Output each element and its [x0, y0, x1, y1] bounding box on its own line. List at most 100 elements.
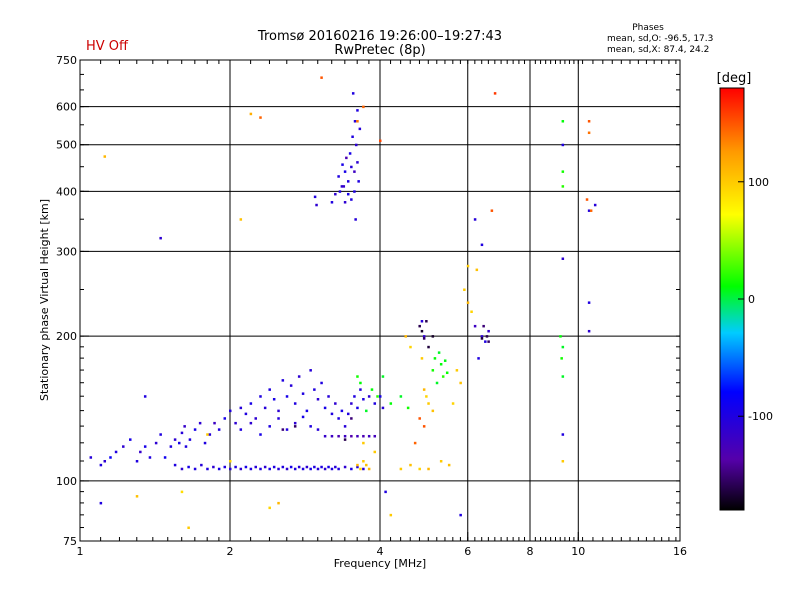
data-point — [389, 513, 393, 517]
data-point — [487, 329, 490, 333]
data-point — [425, 395, 428, 398]
data-point — [320, 381, 323, 385]
data-point — [268, 467, 271, 471]
data-point — [109, 456, 112, 459]
data-point — [297, 465, 301, 469]
data-point — [561, 433, 565, 436]
data-point — [437, 351, 441, 354]
data-point — [350, 467, 353, 471]
data-point — [315, 203, 318, 207]
data-point — [268, 506, 271, 510]
data-point — [487, 340, 490, 343]
data-point — [180, 467, 184, 471]
data-point — [301, 415, 305, 419]
data-point — [281, 428, 285, 431]
chart-title: Tromsø 20160216 19:26:00–19:27:43 — [257, 29, 502, 44]
data-point — [353, 120, 357, 123]
colorbar-tick-label: -100 — [748, 410, 773, 423]
data-point — [223, 465, 227, 469]
data-point — [239, 406, 243, 410]
data-point — [431, 369, 435, 372]
data-point — [139, 450, 142, 454]
data-point — [313, 465, 316, 469]
data-point — [263, 406, 267, 410]
data-point — [433, 357, 437, 360]
data-point — [587, 120, 591, 123]
data-point — [441, 375, 445, 378]
data-point — [234, 465, 237, 469]
data-point — [480, 243, 484, 247]
data-point — [343, 425, 347, 428]
data-point — [473, 324, 477, 328]
data-point — [425, 320, 428, 323]
data-point — [422, 335, 426, 338]
data-point — [459, 381, 462, 385]
data-point — [249, 467, 253, 471]
x-tick-label: 6 — [464, 545, 471, 558]
data-point — [356, 465, 359, 469]
data-point — [470, 310, 473, 314]
data-point — [297, 375, 301, 378]
data-point — [399, 395, 403, 398]
data-point — [490, 209, 494, 212]
data-point — [343, 434, 347, 438]
colorbar-tick-label: 100 — [748, 176, 769, 189]
data-point — [334, 465, 337, 469]
data-point — [422, 337, 426, 340]
data-point — [358, 127, 362, 131]
data-point — [561, 459, 565, 463]
data-point — [435, 381, 439, 385]
data-point — [356, 109, 359, 112]
data-point — [353, 395, 356, 398]
data-point — [263, 465, 267, 469]
data-point — [365, 409, 368, 413]
data-point — [493, 92, 497, 95]
data-point — [327, 465, 330, 469]
data-point — [431, 409, 435, 413]
y-tick-label: 400 — [56, 185, 77, 198]
data-point — [193, 467, 197, 471]
data-point — [293, 421, 297, 425]
x-tick-label: 10 — [571, 545, 585, 558]
data-point — [359, 381, 362, 385]
data-point — [309, 467, 312, 471]
data-point — [362, 434, 365, 438]
data-point — [560, 357, 563, 360]
data-point — [477, 357, 480, 360]
data-point — [330, 412, 334, 416]
data-point — [585, 198, 589, 201]
data-point — [277, 417, 280, 420]
data-points — [89, 76, 597, 530]
data-point — [305, 409, 309, 413]
data-point — [587, 209, 591, 212]
data-point — [259, 395, 262, 398]
data-point — [320, 76, 323, 79]
data-point — [418, 417, 421, 420]
data-point — [420, 329, 424, 333]
data-point — [249, 421, 253, 425]
data-point — [103, 155, 107, 158]
data-point — [114, 450, 118, 454]
data-point — [330, 201, 334, 204]
data-point — [362, 105, 365, 109]
data-point — [173, 463, 177, 467]
data-point — [561, 143, 565, 147]
axis-ticks: 1 2 4 6 8 10 16 75 100 200 300 400 500 600 750 — [56, 54, 687, 558]
data-point — [365, 463, 368, 467]
data-point — [373, 434, 377, 438]
data-point — [340, 409, 344, 413]
data-point — [431, 335, 435, 338]
data-point — [418, 467, 421, 471]
data-point — [482, 324, 485, 328]
data-point — [346, 192, 350, 196]
y-tick-label: 100 — [56, 475, 77, 488]
data-point — [239, 428, 243, 431]
data-point — [373, 450, 377, 454]
data-point — [362, 441, 365, 445]
data-point — [350, 434, 353, 438]
data-point — [593, 203, 597, 207]
data-point — [281, 379, 285, 382]
data-point — [451, 402, 455, 405]
data-point — [277, 467, 280, 471]
y-axis-label: Stationary phase Virtual Height [km] — [38, 199, 51, 401]
